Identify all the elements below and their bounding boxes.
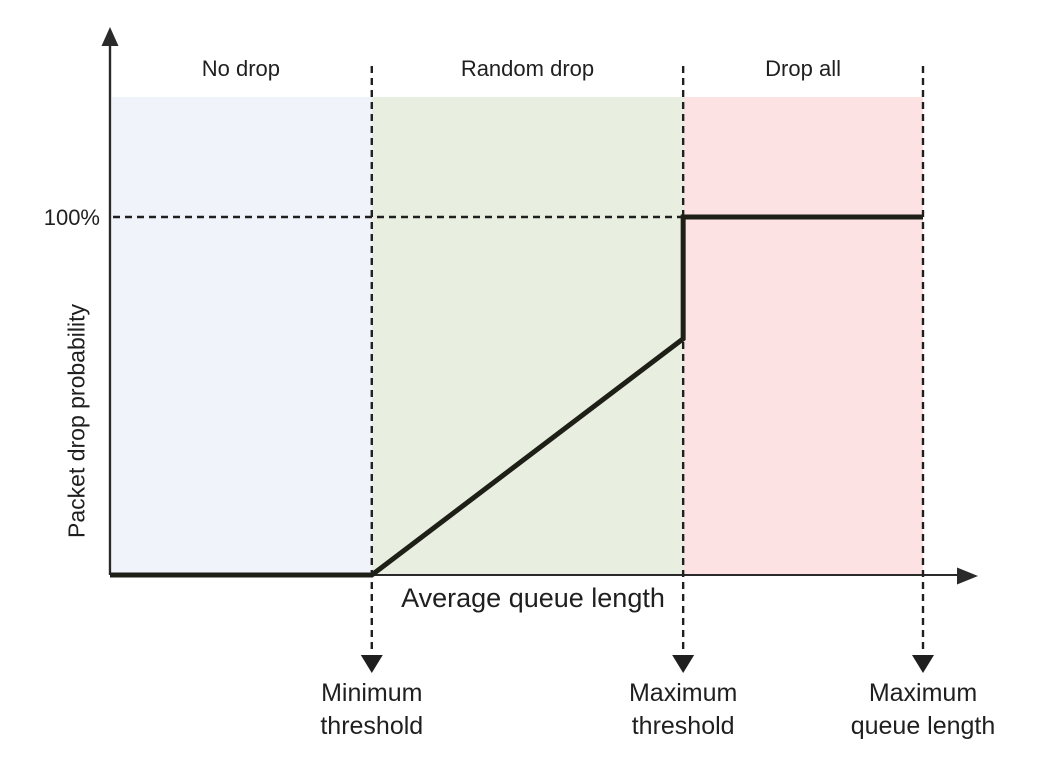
marker-label-line: Maximum (868, 679, 978, 707)
y-axis-title: Packet drop probability (63, 304, 90, 538)
marker-label-line: queue length (850, 712, 996, 740)
x-axis-arrowhead-icon (957, 567, 978, 585)
marker-label-maximum-threshold: Maximum threshold (573, 677, 793, 743)
minimum-threshold-down-arrowhead-icon (360, 655, 383, 673)
region-random-drop (371, 97, 684, 575)
marker-label-line: Maximum (628, 679, 738, 707)
region-label-drop-all: Drop all (765, 56, 841, 81)
region-no-drop (112, 97, 372, 575)
marker-label-line: threshold (320, 712, 424, 740)
y-axis-arrowhead-icon (101, 27, 119, 46)
drop-probability-curve (110, 214, 923, 578)
maximum-queue-length-down-arrowhead-icon (912, 655, 934, 673)
region-drop-all (683, 97, 923, 575)
maximum-threshold-down-arrowhead-icon (672, 655, 695, 673)
x-axis-title: Average queue length (401, 583, 665, 613)
marker-label-line: threshold (631, 712, 735, 740)
marker-label-maximum-queue-length: Maximum queue length (813, 677, 1033, 743)
marker-label-minimum-threshold: Minimum threshold (262, 677, 482, 743)
marker-label-line: Minimum (321, 679, 423, 707)
region-label-random-drop: Random drop (460, 56, 595, 81)
y-tick-100-label: 100% (43, 205, 100, 230)
region-label-no-drop: No drop (201, 56, 281, 81)
